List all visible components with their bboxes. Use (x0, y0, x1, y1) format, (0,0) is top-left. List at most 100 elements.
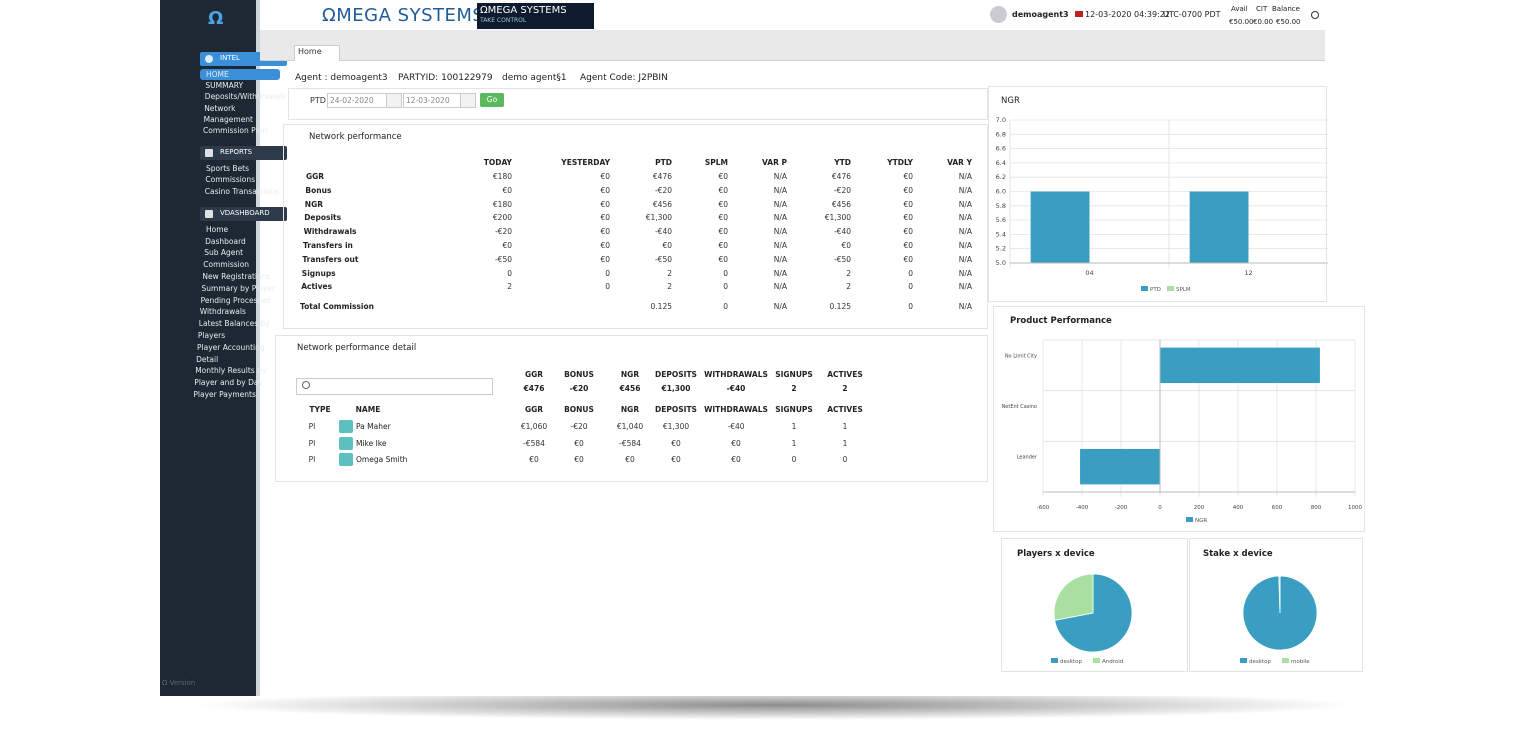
cell: €0 (600, 199, 610, 209)
row-label: Withdrawals (303, 227, 357, 237)
menu-item[interactable]: Players (197, 331, 226, 340)
date-to[interactable]: 12-03-2020 (403, 93, 462, 108)
menu-section[interactable] (200, 146, 287, 161)
cell: €0 (502, 241, 512, 250)
cell: €0 (671, 455, 681, 464)
cell: N/A (958, 172, 972, 181)
menu-item[interactable]: Casino Transactions (204, 186, 280, 196)
menu-item[interactable]: Latest Balances by (198, 319, 270, 329)
player-name[interactable]: Mike Ike (356, 438, 387, 448)
table-header[interactable]: GGR (524, 405, 544, 414)
cell: PI (308, 455, 316, 464)
tab[interactable] (294, 45, 340, 61)
menu-item[interactable]: Dashboard (205, 236, 246, 246)
cell: €0 (600, 185, 610, 195)
cell: N/A (958, 213, 972, 223)
cell: €0 (903, 199, 913, 209)
cell: N/A (958, 302, 972, 311)
power-icon[interactable] (1311, 11, 1319, 19)
search-box[interactable] (296, 378, 493, 395)
flag-icon (1075, 11, 1083, 17)
menu-section-title: VDASHBOARD (220, 208, 270, 217)
menu-item[interactable]: Home (206, 224, 229, 234)
menu-item[interactable]: Summary by Player (201, 283, 276, 293)
date-from[interactable]: 24-02-2020 (327, 93, 388, 108)
go-button[interactable]: Go (480, 93, 504, 107)
menu-item[interactable]: Player and by Day (194, 378, 263, 388)
tab-bar (260, 30, 1325, 61)
cell: N/A (958, 199, 972, 209)
column-header: YTDLY (887, 158, 913, 167)
panel (993, 306, 1365, 532)
cell: €0 (600, 227, 610, 237)
view-icon[interactable] (339, 436, 353, 450)
player-name[interactable]: Pa Maher (356, 422, 391, 431)
menu-item[interactable]: Player Accounting (197, 342, 265, 352)
cell: €1,300 (645, 213, 672, 223)
summary-value: -€20 (569, 384, 589, 393)
calendar-icon[interactable] (386, 93, 402, 108)
cell: N/A (773, 199, 787, 209)
menu-item[interactable]: Pending Processed (200, 295, 271, 305)
calendar-icon[interactable] (460, 93, 476, 108)
cell: €0 (718, 172, 728, 181)
cell: €0 (671, 438, 681, 448)
menu-section[interactable] (200, 206, 287, 221)
cell: 0 (908, 302, 913, 311)
column-header: VAR Y (947, 158, 972, 167)
menu-item[interactable]: Commissions (205, 175, 256, 185)
panel (1001, 538, 1188, 672)
menu-item[interactable]: SUMMARY (205, 81, 244, 91)
section-icon (205, 55, 213, 63)
menu-item[interactable]: Commission Plan (203, 126, 268, 135)
menu-item[interactable]: HOME (206, 70, 229, 79)
cell: €0 (574, 455, 584, 464)
logo: Ω (208, 8, 224, 29)
cell: 0 (605, 282, 610, 292)
cell: 2 (846, 282, 851, 292)
cell: €456 (652, 199, 672, 209)
cell: -€50 (833, 254, 851, 264)
menu-item[interactable]: Sub Agent (204, 248, 244, 258)
cell: €0 (502, 185, 512, 195)
table-header: NGR (620, 405, 640, 414)
cell: N/A (958, 268, 972, 278)
menu-item[interactable]: Withdrawals (199, 307, 246, 317)
menu-item[interactable]: Sports Bets (206, 164, 250, 174)
menu-item[interactable]: Player Payments (193, 390, 256, 399)
cell: -€40 (654, 227, 672, 237)
table-header: BONUS (564, 405, 594, 414)
cell: €0 (903, 185, 913, 195)
menu-item[interactable]: Network (204, 103, 236, 113)
row-label: Transfers in (303, 241, 353, 250)
balance-value: €50.00 (1229, 18, 1254, 26)
menu-item[interactable]: Management (203, 114, 253, 124)
menu-item[interactable]: Deposits/Withdrawals (204, 92, 287, 102)
filter-label: PTD (310, 96, 326, 105)
cell: €0 (529, 455, 539, 464)
menu-section-title: INTEL (220, 54, 240, 62)
cell: N/A (958, 254, 972, 264)
menu-item[interactable]: Monthly Results by (195, 366, 267, 376)
cell: €0 (718, 227, 728, 237)
panel (1189, 538, 1363, 672)
cell: -€40 (833, 227, 851, 237)
cell: 0.125 (829, 302, 851, 311)
view-icon[interactable] (339, 420, 353, 433)
row-label: Deposits (304, 213, 342, 223)
user-name[interactable]: demoagent3 (1012, 10, 1069, 19)
menu-item[interactable]: Detail (196, 354, 219, 364)
table-header: WITHDRAWALS (704, 405, 768, 414)
cell: €0 (731, 438, 741, 448)
column-header: YTD (834, 158, 851, 167)
column-header: SPLM (704, 158, 728, 167)
menu-item[interactable]: Commission (203, 260, 250, 270)
player-name[interactable]: Omega Smith (356, 455, 408, 464)
cell: 2 (667, 282, 672, 292)
cell: PI (308, 422, 316, 431)
cell: 1 (791, 422, 797, 431)
menu-item[interactable]: New Registrations (202, 272, 271, 281)
cell: -€584 (523, 438, 545, 448)
view-icon[interactable] (339, 453, 353, 466)
